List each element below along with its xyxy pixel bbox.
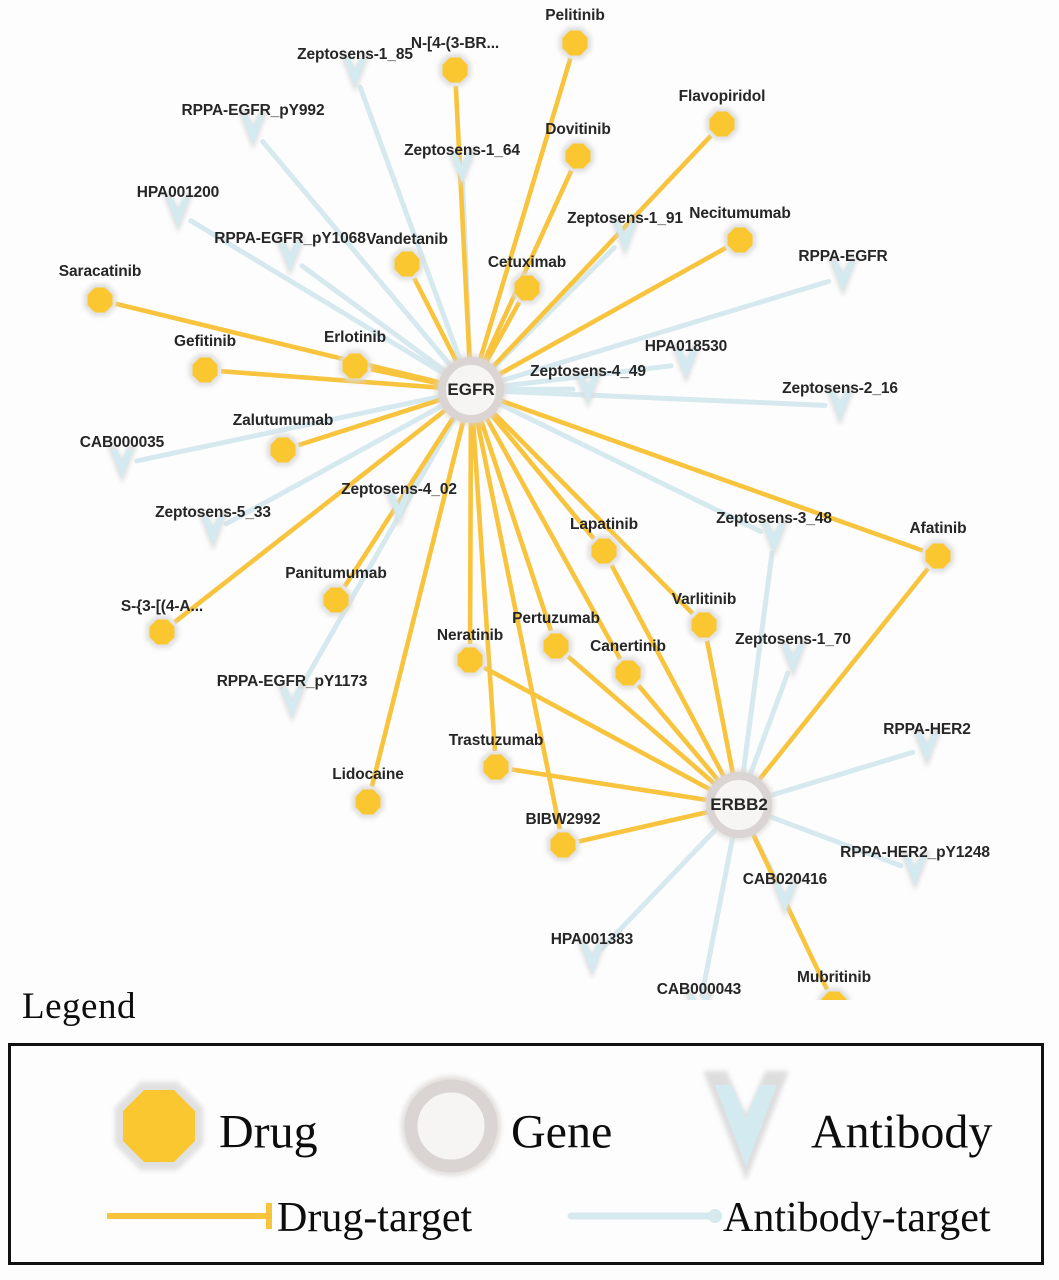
drug-edge — [472, 57, 573, 366]
antibody-node[interactable] — [276, 683, 308, 723]
gene-node[interactable] — [703, 769, 775, 841]
drug-node[interactable] — [705, 107, 739, 141]
antibody-edge — [296, 410, 462, 693]
antibody-node[interactable] — [911, 728, 943, 768]
drug-node[interactable] — [546, 828, 580, 862]
antibody-edge — [357, 84, 466, 368]
gene-node-layer[interactable] — [435, 354, 775, 841]
drug-node[interactable] — [390, 247, 424, 281]
drug-node[interactable] — [558, 26, 592, 60]
drug-node[interactable] — [611, 656, 645, 690]
drug-edge — [494, 393, 924, 553]
antibody-node[interactable] — [274, 237, 306, 277]
drug-edge — [485, 404, 695, 616]
antibody-edge — [699, 828, 739, 998]
antibody-node[interactable] — [576, 939, 608, 979]
antibody-edge — [762, 749, 916, 802]
legend-label-drug: Drug — [219, 1105, 318, 1159]
antibody-node[interactable] — [777, 639, 809, 679]
legend-box: Drug Gene Antibody Drug-target Antibody-targ… — [8, 1043, 1044, 1265]
drug-node[interactable] — [510, 271, 544, 305]
antibody-edge — [494, 278, 832, 387]
antibody-node[interactable] — [769, 878, 801, 918]
antibody-node-layer[interactable] — [106, 53, 943, 1000]
drug-node[interactable] — [561, 139, 595, 173]
drug-edge — [578, 805, 715, 844]
drug-node[interactable] — [338, 349, 372, 383]
antibody-edge-layer — [134, 84, 916, 998]
drug-node[interactable] — [479, 750, 513, 784]
network-svg — [83, 26, 955, 1000]
drug-node[interactable] — [921, 539, 955, 573]
antibody-node[interactable] — [339, 53, 371, 93]
antibody-node[interactable] — [683, 990, 715, 1000]
drug-node[interactable] — [587, 534, 621, 568]
drug-edge — [173, 401, 454, 624]
drug-node[interactable] — [438, 53, 472, 87]
antibody-node[interactable] — [197, 511, 229, 551]
legend-label-antibody: Antibody — [811, 1105, 993, 1159]
drug-node[interactable] — [687, 608, 721, 642]
drug-node[interactable] — [188, 353, 222, 387]
legend-label-drug-target: Drug-target — [277, 1195, 473, 1241]
drug-node[interactable] — [266, 433, 300, 467]
antibody-node[interactable] — [899, 851, 931, 891]
gene-node[interactable] — [435, 354, 507, 426]
drug-node[interactable] — [817, 987, 851, 1000]
antibody-node[interactable] — [237, 110, 269, 150]
gene-node-label: EGFR — [447, 380, 495, 399]
drug-node[interactable] — [145, 615, 179, 649]
legend: Legend Drug Gene Antibody Drug-target Antibo… — [0, 985, 1059, 1280]
drug-edge — [485, 134, 713, 375]
antibody-edge — [738, 550, 775, 781]
antibody-node[interactable] — [609, 217, 641, 257]
drug-node[interactable] — [723, 223, 757, 257]
antibody-node[interactable] — [824, 386, 856, 426]
antibody-node[interactable] — [106, 444, 138, 484]
drug-node[interactable] — [83, 283, 117, 317]
drug-edge-layer — [115, 57, 930, 991]
drug-node-layer[interactable] — [83, 26, 955, 1000]
legend-label-antibody-target: Antibody-target — [723, 1195, 991, 1241]
antibody-node[interactable] — [758, 518, 790, 558]
legend-svg — [107, 1071, 789, 1229]
antibody-node[interactable] — [446, 148, 478, 188]
drug-node[interactable] — [539, 629, 573, 663]
legend-label-gene: Gene — [511, 1105, 613, 1159]
antibody-node[interactable] — [162, 193, 194, 233]
gene-node-label: ERBB2 — [710, 795, 768, 814]
network-graph-canvas[interactable]: Zeptosens-1_85 RPPA-EGFR_pY992 Zeptosens-1… — [0, 0, 1059, 1000]
legend-title: Legend — [22, 986, 136, 1027]
drug-node[interactable] — [351, 785, 385, 819]
antibody-edge — [599, 821, 724, 951]
drug-node[interactable] — [319, 583, 353, 617]
antibody-node[interactable] — [572, 369, 604, 409]
drug-node[interactable] — [453, 643, 487, 677]
antibody-node[interactable] — [827, 257, 859, 297]
antibody-edge — [761, 810, 904, 869]
antibody-node[interactable] — [383, 488, 415, 528]
antibody-node[interactable] — [670, 344, 702, 384]
